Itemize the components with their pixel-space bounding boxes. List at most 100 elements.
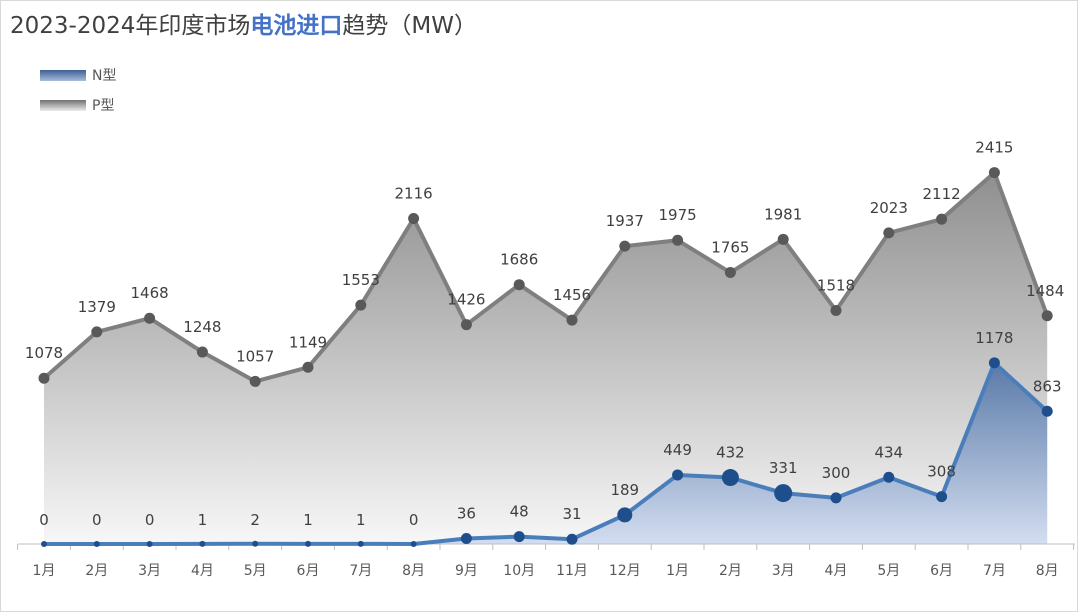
p-type-data-label: 1057 — [236, 347, 274, 365]
p-type-data-label: 1468 — [131, 284, 169, 302]
n-type-point — [936, 491, 948, 503]
n-type-data-label: 48 — [510, 503, 529, 521]
p-type-point — [619, 240, 631, 252]
n-type-point — [774, 484, 793, 503]
n-type-point — [146, 541, 153, 547]
n-type-area — [44, 362, 1048, 544]
n-type-point — [252, 540, 259, 547]
n-type-data-label: 1 — [198, 511, 208, 529]
n-type-point — [721, 469, 739, 487]
n-type-line — [44, 360, 1049, 546]
n-type-point — [410, 541, 417, 547]
x-tick-label: 2月 — [85, 563, 108, 579]
title-suffix: 趋势（MW） — [342, 13, 477, 39]
n-type-point — [460, 532, 472, 544]
x-tick-label: 6月 — [297, 563, 320, 579]
n-type-data-label: 36 — [457, 504, 476, 522]
n-type-point — [41, 541, 47, 547]
x-tick-label: 8月 — [1036, 563, 1059, 579]
n-type-data-label: 1 — [356, 511, 366, 529]
n-type-point — [883, 471, 895, 483]
n-type-point — [830, 492, 842, 504]
p-type-line — [42, 170, 1050, 384]
p-type-point — [513, 279, 525, 291]
n-type-data-label: 432 — [716, 444, 745, 462]
p-type-point — [777, 233, 789, 245]
x-tick-label: 2月 — [719, 563, 742, 579]
x-tick-label: 3月 — [772, 563, 795, 579]
n-type-point — [513, 531, 525, 543]
p-type-point — [460, 319, 472, 331]
p-type-point — [724, 267, 736, 279]
p-type-data-label: 2415 — [975, 139, 1013, 157]
n-type-data-label: 0 — [39, 511, 49, 529]
x-tick-label: 1月 — [666, 563, 689, 579]
n-type-data-label: 449 — [663, 441, 692, 459]
legend-label-p: P型 — [92, 98, 115, 114]
legend-swatch-n — [40, 69, 86, 81]
x-tick-label: 4月 — [825, 563, 848, 579]
x-tick-label: 11月 — [556, 563, 588, 579]
n-type-data-label: 434 — [874, 443, 903, 461]
legend-item-p: P型 — [40, 90, 116, 120]
n-type-data-label: 300 — [822, 464, 851, 482]
p-type-point — [38, 372, 50, 384]
p-type-point — [883, 227, 895, 239]
n-type-point — [93, 541, 100, 547]
x-tick-label: 3月 — [138, 563, 161, 579]
x-tick-label: 1月 — [33, 563, 56, 579]
p-type-data-label: 1937 — [606, 212, 644, 230]
chart-legend: N型 P型 — [40, 60, 116, 120]
p-type-point — [91, 326, 103, 338]
n-type-data-label: 0 — [92, 511, 102, 529]
p-type-data-label: 1379 — [78, 298, 116, 316]
p-type-data-label: 1975 — [659, 206, 697, 224]
x-tick-label: 12月 — [609, 563, 641, 579]
n-type-point — [566, 533, 578, 545]
x-tick-label: 8月 — [402, 563, 425, 579]
n-type-data-label: 0 — [145, 511, 155, 529]
p-type-data-label: 1149 — [289, 333, 327, 351]
p-type-point — [566, 314, 578, 326]
p-type-point — [196, 346, 208, 358]
p-type-data-label: 1518 — [817, 277, 855, 295]
p-type-point — [249, 375, 261, 387]
p-type-point — [830, 305, 842, 317]
p-type-data-label: 1426 — [447, 291, 485, 309]
legend-swatch-p — [40, 99, 86, 111]
p-type-data-label: 1765 — [711, 239, 749, 257]
p-type-data-label: 1686 — [500, 251, 538, 269]
p-type-data-label: 2112 — [923, 185, 961, 203]
p-type-data-label: 1484 — [1026, 282, 1064, 300]
p-type-data-label: 1248 — [183, 318, 221, 336]
title-prefix: 2023-2024年印度市场 — [10, 13, 251, 39]
p-type-point — [1041, 310, 1053, 322]
p-type-point — [408, 213, 420, 225]
x-tick-label: 5月 — [877, 563, 900, 579]
p-type-data-label: 1553 — [342, 271, 380, 289]
p-type-area — [44, 172, 1048, 544]
legend-label-n: N型 — [92, 68, 117, 84]
p-type-data-label: 1078 — [25, 344, 63, 362]
legend-item-n: N型 — [40, 60, 116, 90]
n-type-point — [305, 540, 311, 547]
x-tick-label: 7月 — [983, 563, 1006, 579]
n-type-data-label: 0 — [409, 511, 419, 529]
p-type-point — [988, 167, 1000, 179]
n-type-data-label: 1 — [303, 511, 313, 529]
p-type-point — [302, 361, 314, 373]
x-tick-label: 10月 — [503, 563, 535, 579]
n-type-point — [1041, 405, 1053, 417]
n-type-point — [199, 540, 206, 547]
p-type-point — [936, 213, 948, 225]
x-tick-label: 5月 — [244, 563, 267, 579]
n-type-data-label: 1178 — [975, 329, 1013, 347]
n-type-point — [672, 469, 684, 481]
p-type-point — [144, 312, 156, 324]
n-type-point — [617, 507, 633, 523]
p-type-point — [355, 299, 367, 311]
n-type-data-label: 863 — [1033, 377, 1062, 395]
x-tick-label: 6月 — [930, 563, 953, 579]
